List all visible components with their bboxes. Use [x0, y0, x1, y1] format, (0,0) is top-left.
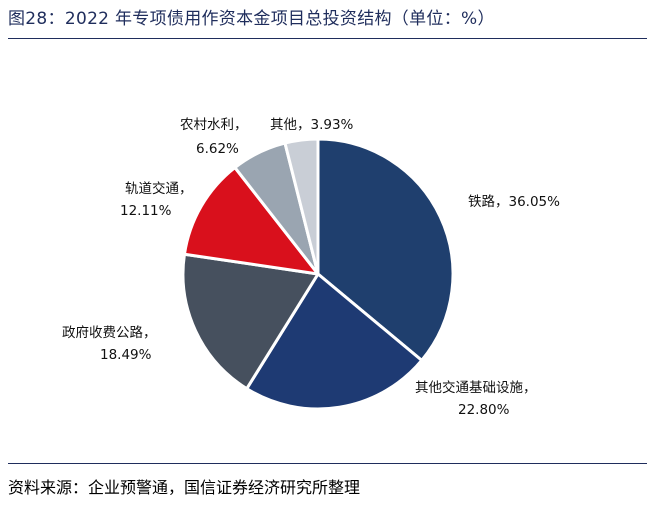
label-rural-water-value: 6.62%	[196, 141, 239, 157]
label-railway: 铁路，36.05%	[468, 194, 560, 210]
slice-toll-road	[181, 252, 320, 391]
label-other-text: 其他，3.93%	[270, 117, 354, 133]
label-toll-road: 政府收费公路， 18.49%	[62, 325, 157, 363]
label-other: 其他，3.93%	[270, 117, 354, 133]
label-toll-road-value: 18.49%	[100, 347, 152, 363]
label-rail-transit-name: 轨道交通，	[125, 180, 193, 197]
label-rural-water: 农村水利， 6.62%	[180, 117, 248, 157]
label-railway-text: 铁路，36.05%	[468, 194, 560, 210]
label-rural-water-name: 农村水利，	[180, 117, 248, 133]
slice-rail-transit	[182, 166, 320, 276]
slice-other-transport	[245, 272, 424, 411]
label-other-transport-name: 其他交通基础设施，	[415, 379, 537, 396]
label-other-transport: 其他交通基础设施， 22.80%	[415, 379, 537, 418]
slice-other	[283, 137, 320, 276]
label-rail-transit: 轨道交通， 12.11%	[120, 180, 193, 219]
slice-railway	[316, 137, 455, 362]
chart-title: 图28：2022 年专项债用作资本金项目总投资结构（单位：%）	[8, 9, 495, 29]
title-rule	[8, 38, 647, 39]
source-rule	[8, 463, 647, 464]
label-toll-road-name: 政府收费公路，	[62, 325, 157, 341]
source-note: 资料来源：企业预警通，国信证券经济研究所整理	[8, 478, 361, 497]
label-rail-transit-value: 12.11%	[120, 203, 172, 219]
label-other-transport-value: 22.80%	[458, 402, 510, 418]
pie-slices	[181, 137, 455, 411]
